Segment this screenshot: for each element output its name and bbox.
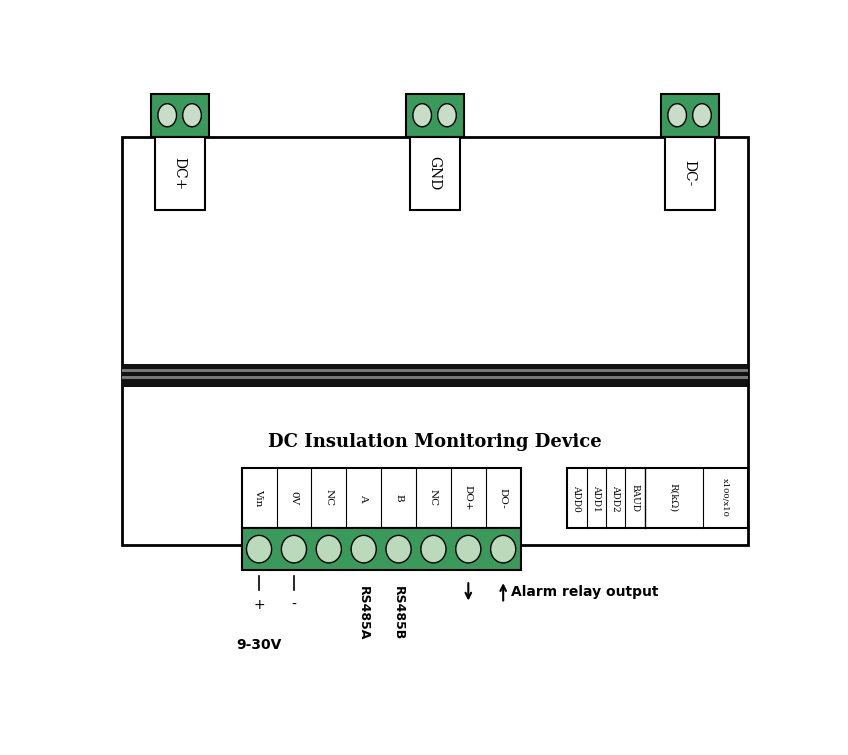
Ellipse shape: [438, 103, 456, 127]
Text: DC-: DC-: [683, 160, 696, 186]
Bar: [155, 137, 205, 210]
Bar: [121, 137, 748, 545]
Text: DO-: DO-: [499, 488, 508, 508]
Text: x100/x10: x100/x10: [721, 479, 729, 517]
Text: NC: NC: [324, 489, 333, 507]
Ellipse shape: [413, 103, 432, 127]
Text: Vin: Vin: [254, 489, 264, 507]
Bar: [410, 137, 460, 210]
Text: DC+: DC+: [173, 157, 187, 190]
Text: ADD1: ADD1: [592, 485, 600, 511]
Bar: [661, 94, 719, 137]
Text: ADD0: ADD0: [572, 485, 582, 511]
Text: DO+: DO+: [464, 485, 473, 510]
Ellipse shape: [282, 535, 306, 563]
Ellipse shape: [182, 103, 201, 127]
Bar: [242, 528, 521, 570]
Text: 0V: 0V: [289, 491, 298, 505]
Bar: [151, 94, 209, 137]
Text: Alarm relay output: Alarm relay output: [511, 585, 658, 599]
Text: +: +: [254, 598, 265, 612]
Text: BAUD: BAUD: [631, 484, 639, 512]
Bar: [242, 468, 521, 528]
Ellipse shape: [491, 535, 516, 563]
Text: RS485B: RS485B: [392, 586, 405, 640]
Ellipse shape: [693, 103, 711, 127]
Ellipse shape: [247, 535, 271, 563]
Text: B: B: [394, 494, 403, 502]
Bar: [665, 137, 715, 210]
Ellipse shape: [421, 535, 446, 563]
Ellipse shape: [455, 535, 481, 563]
Text: DC Insulation Monitoring Device: DC Insulation Monitoring Device: [268, 433, 601, 451]
Ellipse shape: [386, 535, 411, 563]
Text: -: -: [292, 598, 296, 612]
Ellipse shape: [668, 103, 687, 127]
Ellipse shape: [351, 535, 377, 563]
Bar: [567, 468, 748, 528]
Text: RS485A: RS485A: [357, 586, 371, 640]
Text: GND: GND: [427, 156, 442, 190]
Text: R(kΩ): R(kΩ): [669, 483, 678, 513]
Text: 9-30V: 9-30V: [237, 638, 282, 652]
Text: NC: NC: [429, 489, 438, 507]
Bar: [121, 376, 748, 379]
Ellipse shape: [158, 103, 176, 127]
Text: A: A: [360, 495, 368, 501]
Bar: [121, 364, 748, 387]
Ellipse shape: [316, 535, 342, 563]
Text: ADD2: ADD2: [611, 485, 620, 511]
Bar: [121, 369, 748, 372]
Bar: [406, 94, 464, 137]
